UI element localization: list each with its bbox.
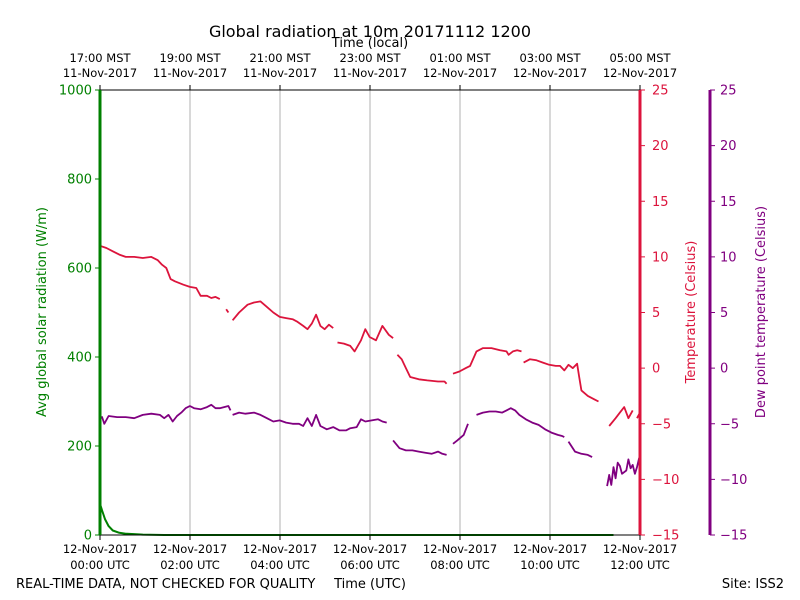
dew-point-axis-tick-label: −15 [720, 529, 747, 544]
top-axis-tick-label-time: 05:00 MST [609, 51, 671, 65]
temperature-axis-tick-label: 10 [652, 250, 669, 265]
series-line-temp [523, 358, 599, 403]
bottom-axis-tick-label-time: 02:00 UTC [160, 558, 220, 572]
top-axis-tick-label-date: 12-Nov-2017 [603, 66, 677, 80]
dew-point-axis-tick-label: −5 [720, 417, 739, 432]
temperature-axis-tick-label: −5 [652, 417, 671, 432]
top-axis-tick-label-date: 11-Nov-2017 [153, 66, 227, 80]
temperature-axis-tick-label: −15 [652, 529, 679, 544]
bottom-axis-tick-label-time: 10:00 UTC [520, 558, 580, 572]
series-line-temp [608, 406, 634, 427]
bottom-axis-tick-label-time: 06:00 UTC [340, 558, 400, 572]
dew-point-axis-tick-label: −10 [720, 473, 747, 488]
series-line-temp [452, 347, 522, 375]
top-axis-tick-label-date: 11-Nov-2017 [333, 66, 407, 80]
bottom-axis-tick-label-date: 12-Nov-2017 [333, 542, 407, 556]
left-axis-tick-label: 800 [67, 173, 92, 188]
temperature-axis-tick-label: 20 [652, 139, 669, 154]
series-line-temp [225, 308, 230, 313]
series-line-temp [99, 244, 221, 300]
series-line-temp [337, 324, 394, 353]
series-line-dew [476, 407, 565, 438]
bottom-axis-tick-label-date: 12-Nov-2017 [603, 542, 677, 556]
series-line-dew [606, 457, 641, 487]
chart-title: Global radiation at 10m 20171112 1200 [209, 22, 531, 41]
top-axis-tick-label-time: 03:00 MST [519, 51, 581, 65]
top-axis-label: Time (local) [331, 36, 408, 51]
top-axis-tick-label-time: 17:00 MST [69, 51, 131, 65]
dew-point-axis-tick-label: 5 [720, 306, 728, 321]
top-axis-tick-label-date: 11-Nov-2017 [63, 66, 137, 80]
bottom-axis-tick-label-time: 00:00 UTC [70, 558, 130, 572]
series-line-dew [392, 439, 447, 456]
dew-point-axis-tick-label: 10 [720, 250, 737, 265]
temperature-axis-tick-label: 0 [652, 362, 660, 377]
series-line-temp [231, 300, 334, 331]
left-axis-tick-label: 200 [67, 440, 92, 455]
bottom-axis-tick-label-time: 04:00 UTC [250, 558, 310, 572]
bottom-axis-tick-label-date: 12-Nov-2017 [513, 542, 587, 556]
left-axis-tick-label: 1000 [59, 84, 92, 99]
bottom-axis-tick-label-time: 12:00 UTC [610, 558, 670, 572]
bottom-axis-tick-label-date: 12-Nov-2017 [63, 542, 137, 556]
dew-point-axis-tick-label: 15 [720, 195, 737, 210]
temperature-axis-tick-label: 15 [652, 195, 669, 210]
site-label: Site: ISS2 [722, 577, 784, 592]
top-axis-tick-label-date: 12-Nov-2017 [423, 66, 497, 80]
series-line-dew [567, 441, 593, 458]
bottom-axis-tick-label-date: 12-Nov-2017 [243, 542, 317, 556]
dew-point-axis-tick-label: 20 [720, 139, 737, 154]
series-line-temp [396, 354, 448, 385]
series-line-dew [452, 423, 469, 445]
quality-note: REAL-TIME DATA, NOT CHECKED FOR QUALITY [16, 577, 315, 592]
top-axis-tick-label-time: 01:00 MST [429, 51, 491, 65]
temperature-axis-tick-label: −10 [652, 473, 679, 488]
left-axis-label: Avg global solar radiation (W/m) [35, 207, 50, 417]
top-axis-tick-label-time: 23:00 MST [339, 51, 401, 65]
temperature-axis-tick-label: 5 [652, 306, 660, 321]
temperature-axis-label: Temperature (Celsius) [684, 241, 699, 385]
dew-point-axis-tick-label: 0 [720, 362, 728, 377]
top-axis-tick-label-time: 19:00 MST [159, 51, 221, 65]
top-axis-tick-label-date: 11-Nov-2017 [243, 66, 317, 80]
left-axis-tick-label: 400 [67, 351, 92, 366]
top-axis-tick-label-time: 21:00 MST [249, 51, 311, 65]
bottom-axis-tick-label-time: 08:00 UTC [430, 558, 490, 572]
temperature-axis-tick-label: 25 [652, 84, 669, 99]
series-line-dew [232, 411, 387, 432]
series-line-dew [99, 403, 232, 425]
bottom-axis-tick-label-date: 12-Nov-2017 [423, 542, 497, 556]
dew-point-axis-label: Dew point temperature (Celsius) [754, 206, 769, 418]
left-axis-tick-label: 600 [67, 262, 92, 277]
left-axis-tick-label: 0 [84, 529, 92, 544]
dew-point-axis-tick-label: 25 [720, 84, 737, 99]
top-axis-tick-label-date: 12-Nov-2017 [513, 66, 587, 80]
bottom-axis-label: Time (UTC) [333, 577, 406, 592]
bottom-axis-tick-label-date: 12-Nov-2017 [153, 542, 227, 556]
